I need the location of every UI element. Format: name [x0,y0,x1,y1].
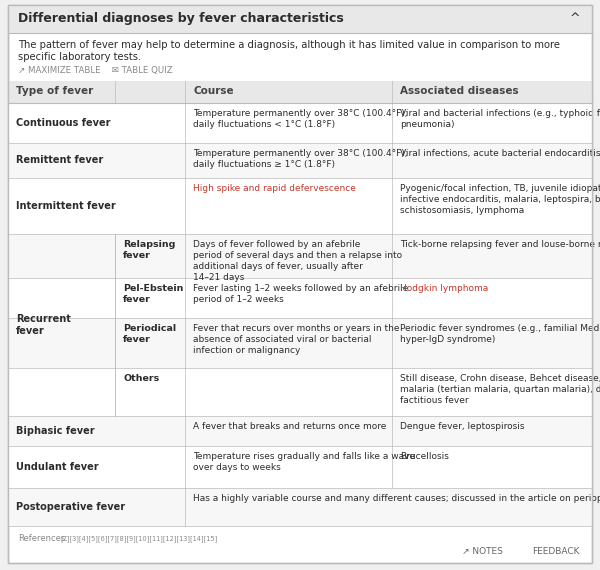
Text: Pel-Ebstein
fever: Pel-Ebstein fever [123,284,184,304]
Text: Temperature rises gradually and falls like a wave
over days to weeks: Temperature rises gradually and falls li… [193,452,415,472]
Text: FEEDBACK: FEEDBACK [532,547,580,556]
Text: Recurrent
fever: Recurrent fever [16,314,71,336]
Text: Dengue fever, leptospirosis: Dengue fever, leptospirosis [400,422,524,431]
Text: Type of fever: Type of fever [16,86,93,96]
Text: Postoperative fever: Postoperative fever [16,502,125,512]
Text: Brucellosis: Brucellosis [400,452,449,461]
Text: [2][3][4][5][6][7][8][9][10][11][12][13][14][15]: [2][3][4][5][6][7][8][9][10][11][12][13]… [60,535,217,542]
Bar [8,103,592,143]
Text: specific laboratory tests.: specific laboratory tests. [18,52,141,62]
Text: Pyogenic/focal infection, TB, juvenile idiopathic arthritis,
infective endocardi: Pyogenic/focal infection, TB, juvenile i… [400,184,600,215]
Text: Differential diagnoses by fever characteristics: Differential diagnoses by fever characte… [18,12,344,25]
Text: Viral and bacterial infections (e.g., typhoid fever, lobar
pneumonia): Viral and bacterial infections (e.g., ty… [400,109,600,129]
Text: Fever that recurs over months or years in the
absence of associated viral or bac: Fever that recurs over months or years i… [193,324,400,355]
Text: Periodical
fever: Periodical fever [123,324,176,344]
Text: Days of fever followed by an afebrile
period of several days and then a relapse : Days of fever followed by an afebrile pe… [193,240,402,282]
Bar [8,234,592,278]
Bar [8,416,592,446]
Bar [8,143,592,178]
Text: Fever lasting 1–2 weeks followed by an afebrile
period of 1–2 weeks: Fever lasting 1–2 weeks followed by an a… [193,284,409,304]
Bar [8,368,592,416]
Text: Tick-borne relapsing fever and louse-borne relapsing fever: Tick-borne relapsing fever and louse-bor… [400,240,600,249]
Text: The pattern of fever may help to determine a diagnosis, although it has limited : The pattern of fever may help to determi… [18,40,560,50]
Text: High spike and rapid defervescence: High spike and rapid defervescence [193,184,356,193]
Text: Undulant fever: Undulant fever [16,462,98,472]
Text: Others: Others [123,374,159,383]
Text: Viral infections, acute bacterial endocarditis: Viral infections, acute bacterial endoca… [400,149,600,158]
Text: Still disease, Crohn disease, Behcet disease, relapsing
malaria (tertian malaria: Still disease, Crohn disease, Behcet dis… [400,374,600,405]
Bar [8,318,592,368]
Text: Remittent fever: Remittent fever [16,155,103,165]
Text: Temperature permanently over 38°C (100.4°F);
daily fluctuations ≥ 1°C (1.8°F): Temperature permanently over 38°C (100.4… [193,149,407,169]
Text: Periodic fever syndromes (e.g., familial Mediterranean fever,
hyper-IgD syndrome: Periodic fever syndromes (e.g., familial… [400,324,600,344]
Text: Relapsing
fever: Relapsing fever [123,240,175,260]
Text: Associated diseases: Associated diseases [400,86,518,96]
Text: A fever that breaks and returns once more: A fever that breaks and returns once mor… [193,422,386,431]
Bar [8,446,592,488]
Text: ↗ MAXIMIZE TABLE    ✉ TABLE QUIZ: ↗ MAXIMIZE TABLE ✉ TABLE QUIZ [18,66,173,75]
Text: Intermittent fever: Intermittent fever [16,201,116,211]
Text: ↗ NOTES: ↗ NOTES [462,547,503,556]
Bar [8,178,592,234]
Text: Hodgkin lymphoma: Hodgkin lymphoma [400,284,488,293]
Bar [8,488,592,526]
Text: ^: ^ [569,12,580,25]
Text: Biphasic fever: Biphasic fever [16,426,95,436]
Bar [8,81,592,103]
Bar [8,278,592,318]
Bar [8,5,592,33]
Text: Has a highly variable course and many different causes; discussed in the article: Has a highly variable course and many di… [193,494,600,503]
Text: Course: Course [193,86,233,96]
Text: References:: References: [18,534,68,543]
Text: Continuous fever: Continuous fever [16,118,110,128]
Text: Temperature permanently over 38°C (100.4°F);
daily fluctuations < 1°C (1.8°F): Temperature permanently over 38°C (100.4… [193,109,407,129]
